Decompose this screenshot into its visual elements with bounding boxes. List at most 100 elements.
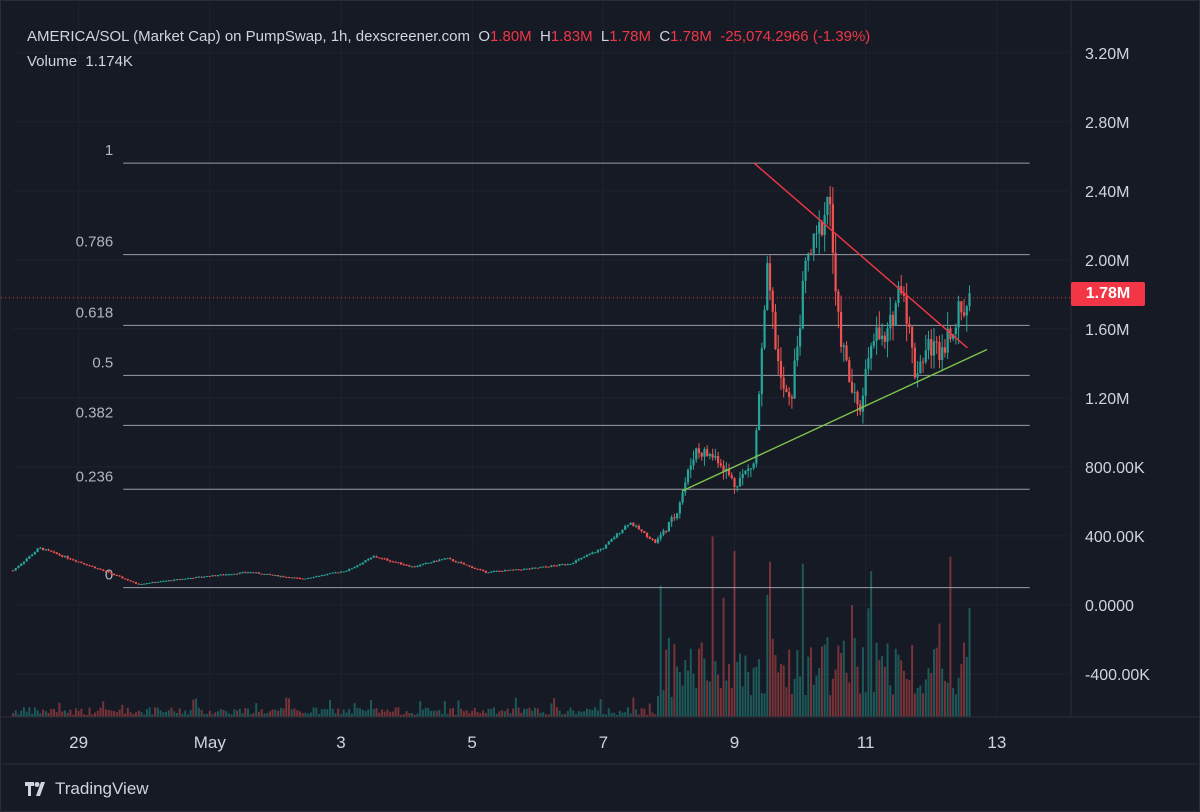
- volume-bar: [460, 708, 463, 717]
- fib-level-label: 1: [105, 142, 113, 159]
- candle-body: [856, 391, 859, 405]
- candle-body: [962, 312, 966, 316]
- volume-bar: [963, 642, 966, 717]
- volume-bar: [465, 710, 468, 717]
- volume-bar: [230, 714, 233, 717]
- last-price-tag: 1.78M: [1071, 282, 1145, 306]
- candle-body: [635, 525, 638, 527]
- volume-bar: [673, 644, 676, 717]
- volume-bar: [651, 712, 654, 717]
- y-tick-label: 1.60M: [1085, 322, 1129, 339]
- candle-body: [809, 253, 813, 255]
- candle-body: [891, 314, 895, 326]
- volume-bar: [550, 703, 553, 717]
- candle-body: [880, 335, 884, 340]
- candle-body: [673, 517, 676, 519]
- candle-body: [184, 578, 187, 580]
- candle-body: [730, 475, 733, 479]
- candle-body: [706, 449, 709, 456]
- legend-close-value: 1.78M: [670, 28, 712, 45]
- volume-bar: [413, 714, 416, 717]
- volume-bar: [558, 710, 561, 717]
- volume-bar: [430, 710, 433, 717]
- volume-bar: [930, 673, 933, 717]
- candle-body: [167, 580, 170, 582]
- candle-body: [905, 295, 908, 324]
- volume-bar: [419, 701, 422, 717]
- candle-body: [137, 583, 140, 585]
- candle-body: [113, 573, 116, 575]
- candle-body: [716, 456, 720, 464]
- candle-body: [495, 570, 498, 572]
- volume-bar: [438, 709, 441, 717]
- volume-bar: [69, 709, 72, 717]
- candle-body: [763, 309, 766, 349]
- volume-bar: [845, 672, 848, 717]
- volume-bar: [277, 710, 280, 717]
- volume-bar: [255, 703, 258, 717]
- volume-bar: [902, 670, 905, 717]
- tradingview-logo-icon: [25, 782, 45, 796]
- x-tick-label: 5: [467, 733, 476, 752]
- tradingview-logo[interactable]: TradingView: [25, 779, 149, 799]
- chart-legend: AMERICA/SOL (Market Cap) on PumpSwap, 1h…: [27, 28, 870, 45]
- candle-body: [82, 562, 86, 565]
- volume-bar: [818, 668, 821, 717]
- candle-body: [774, 311, 777, 350]
- candle-body: [197, 576, 200, 578]
- candle-body: [727, 468, 731, 476]
- candle-body: [361, 562, 364, 565]
- volume-bar: [331, 708, 334, 717]
- candle-body: [771, 290, 774, 312]
- candle-body: [760, 348, 763, 395]
- volume-bar: [156, 707, 159, 717]
- candle-body: [848, 360, 851, 382]
- volume-bar: [689, 648, 692, 717]
- candle-body: [678, 502, 681, 514]
- candle-body: [282, 576, 285, 578]
- candle-body: [512, 569, 515, 571]
- volume-bar: [408, 713, 411, 717]
- volume-bar: [468, 713, 471, 717]
- volume-bar: [656, 695, 659, 717]
- volume-bar: [93, 712, 96, 717]
- candle-body: [156, 581, 159, 583]
- volume-bar: [383, 711, 386, 717]
- candle-body: [61, 555, 64, 557]
- volume-bar: [807, 656, 810, 717]
- candle-body: [85, 564, 88, 566]
- volume-bar: [859, 693, 862, 717]
- volume-bar: [345, 712, 348, 717]
- candle-body: [831, 204, 834, 253]
- volume-bar: [840, 653, 843, 717]
- candle-body: [711, 454, 714, 458]
- candle-body: [864, 368, 867, 396]
- legend-low-value: 1.78M: [609, 28, 651, 45]
- volume-bar: [44, 711, 47, 717]
- volume-bar: [446, 714, 449, 717]
- candle-body: [697, 448, 701, 454]
- candle-body: [514, 569, 517, 571]
- volume-bar: [501, 710, 504, 717]
- volume-bar: [875, 642, 878, 717]
- candle-body: [39, 547, 42, 549]
- volume-bar: [121, 704, 124, 717]
- volume-bar: [411, 713, 414, 717]
- volume-value: 1.174K: [85, 53, 133, 70]
- volume-bar: [872, 692, 875, 717]
- candle-body: [96, 568, 99, 570]
- candle-body: [394, 561, 397, 563]
- volume-bar: [219, 709, 222, 717]
- volume-bar: [621, 712, 624, 717]
- volume-bar: [687, 670, 690, 717]
- volume-bars: [12, 536, 971, 717]
- volume-bar: [104, 709, 107, 717]
- volume-bar: [760, 693, 763, 717]
- candle-body: [186, 578, 190, 580]
- volume-bar: [296, 710, 299, 717]
- volume-bar: [758, 659, 761, 717]
- candle-body: [367, 558, 370, 561]
- volume-bar: [539, 712, 542, 717]
